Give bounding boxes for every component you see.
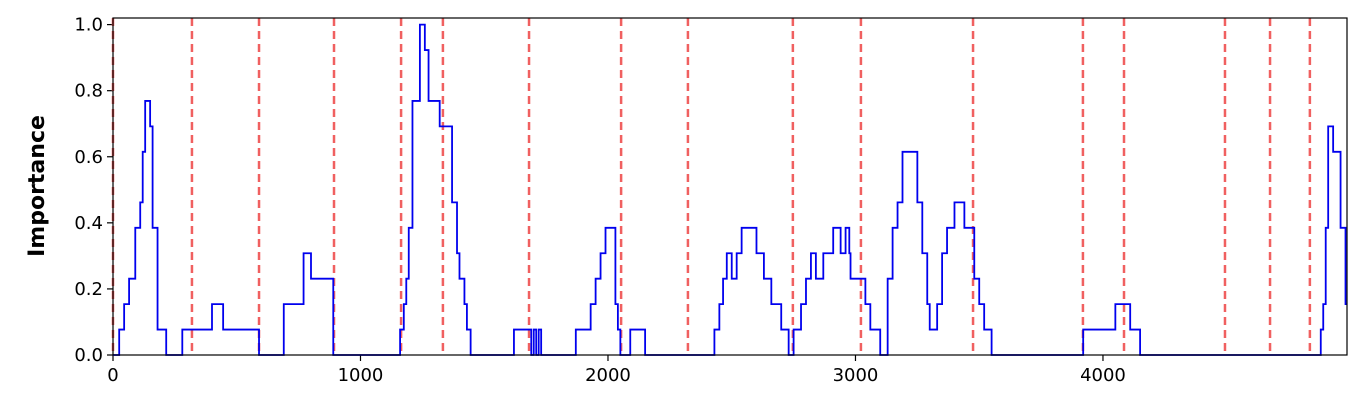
x-tick-label: 2000 xyxy=(585,365,631,386)
plot-frame xyxy=(112,17,1348,356)
x-tick-label: 4000 xyxy=(1080,365,1126,386)
y-tick-label: 0.4 xyxy=(74,213,103,234)
x-tick-label: 1000 xyxy=(338,365,384,386)
y-tick-label: 0.0 xyxy=(74,345,103,366)
y-tick-label: 0.2 xyxy=(74,279,103,300)
y-tick-label: 0.6 xyxy=(74,147,103,168)
y-tick-label: 0.8 xyxy=(74,81,103,102)
x-tick-label: 3000 xyxy=(833,365,879,386)
y-tick-label: 1.0 xyxy=(74,15,103,36)
x-tick-label: 0 xyxy=(107,365,118,386)
importance-line xyxy=(113,23,1347,356)
y-axis-label: Importance xyxy=(25,115,50,257)
